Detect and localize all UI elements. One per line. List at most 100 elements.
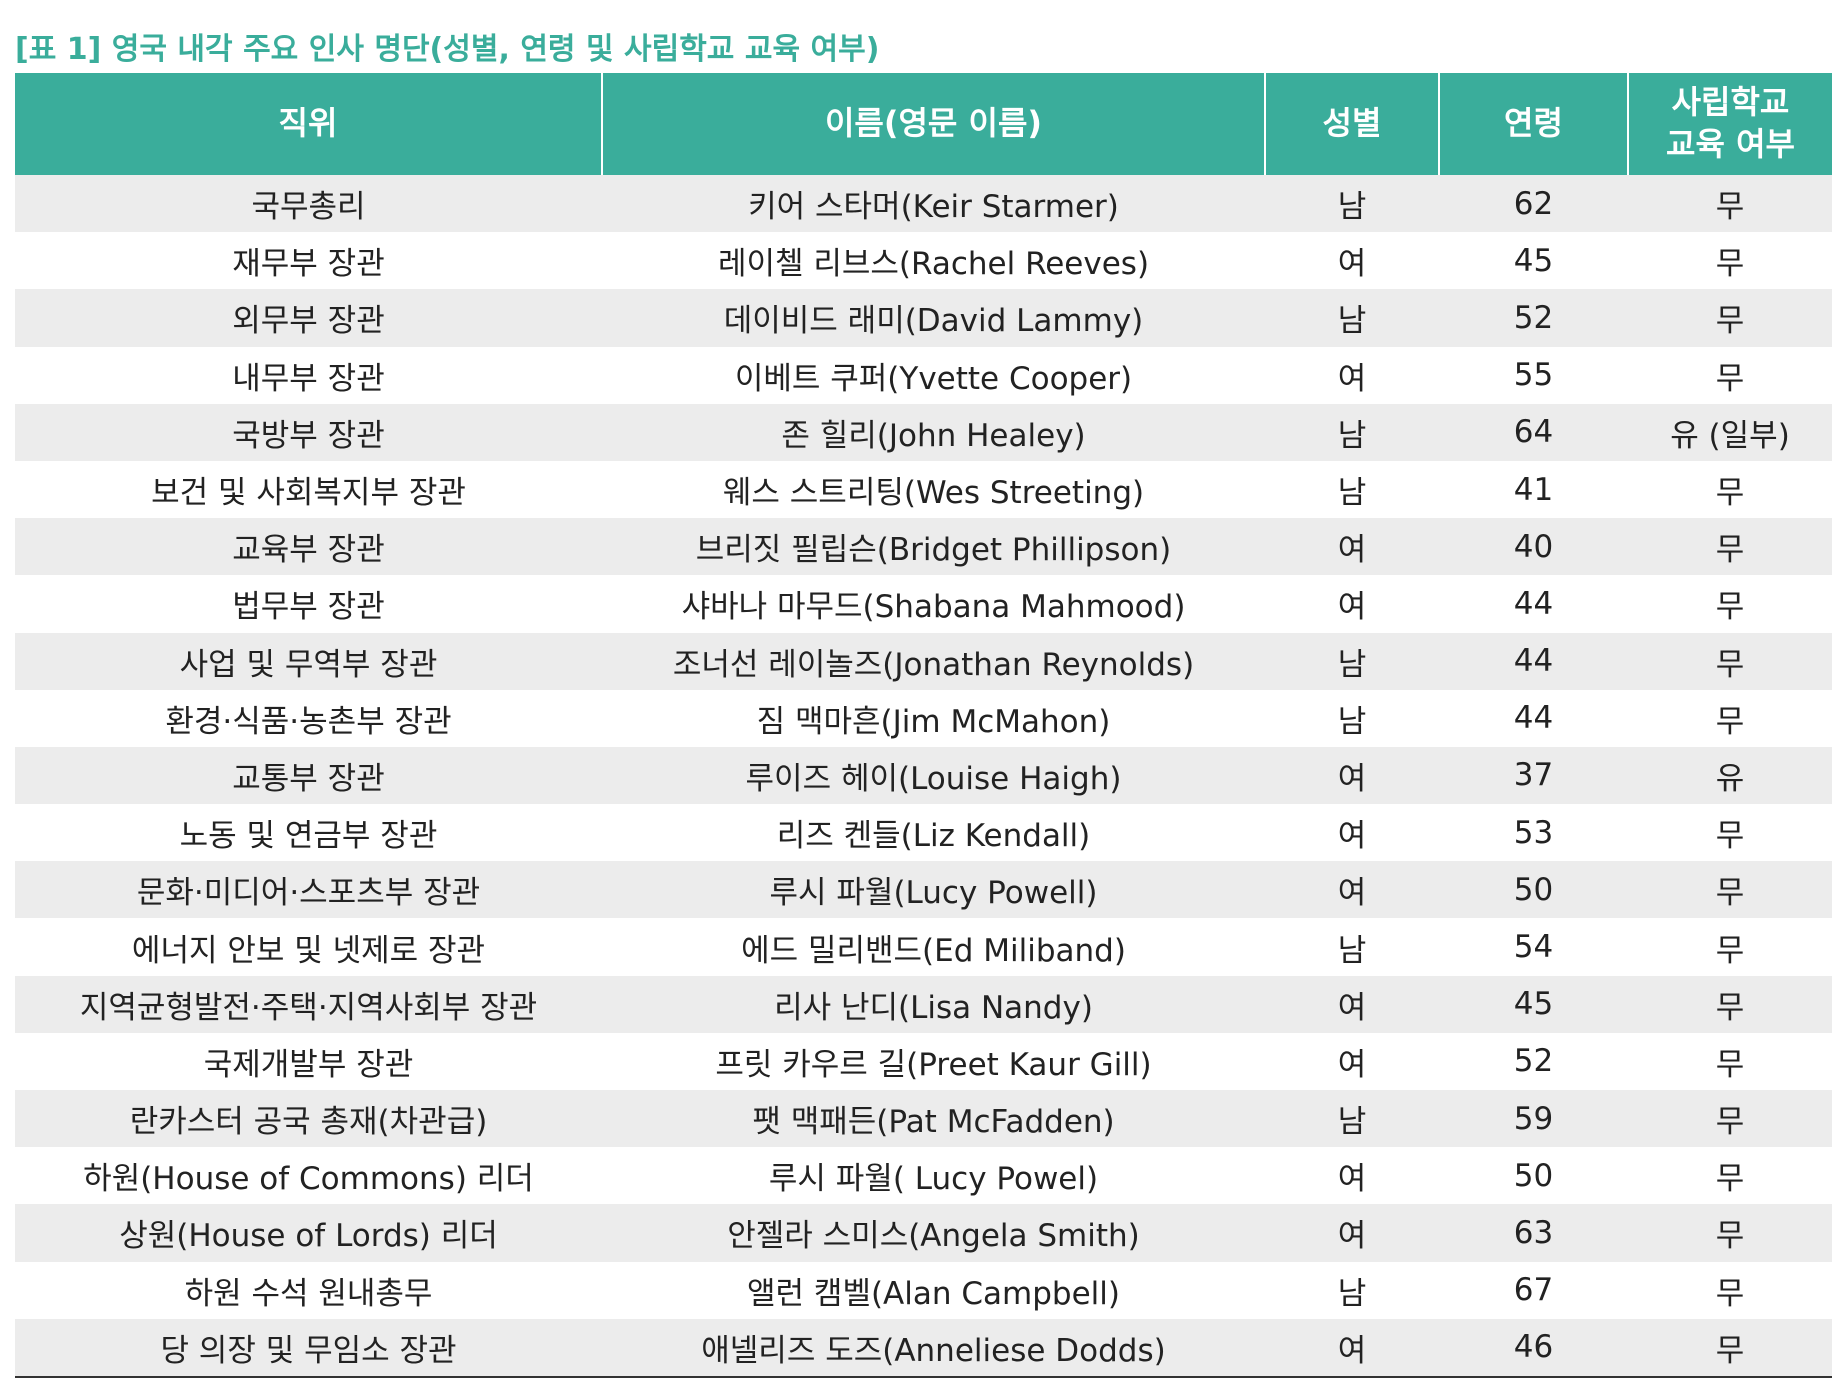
table-cell: 키어 스타머(Keir Starmer) (602, 175, 1265, 233)
table-row: 문화·미디어·스포츠부 장관 루시 파월(Lucy Powell) 여 50 무 (15, 861, 1832, 919)
table-cell: 무 (1715, 475, 1745, 512)
table-cell: 62 (1439, 175, 1628, 233)
table-cell: 앨런 캠벨(Alan Campbell) (747, 1275, 1120, 1312)
table-cell: 내무부 장관 (232, 360, 385, 397)
header-cell: 연령 (1438, 73, 1628, 175)
table-cell: 남 (1265, 632, 1439, 690)
table-cell: 남 (1265, 175, 1439, 233)
table-cell: 조너선 레이놀즈(Jonathan Reynolds) (602, 632, 1265, 690)
table-cell: 남 (1337, 1275, 1367, 1312)
table-cell: 45 (1513, 242, 1554, 279)
table-cell: 50 (1439, 861, 1628, 919)
table-cell: 루이즈 헤이(Louise Haigh) (602, 746, 1265, 805)
header-cell: 이름(영문 이름) (601, 73, 1265, 175)
table-row: 교통부 장관 루이즈 헤이(Louise Haigh) 여 37 유 (15, 746, 1832, 805)
table-title: [표 1] 영국 내각 주요 인사 명단(성별, 연령 및 사립학교 교육 여부… (15, 32, 880, 67)
table-cell: 무 (1628, 1318, 1832, 1378)
table-cell: 샤바나 마무드(Shabana Mahmood) (681, 589, 1186, 626)
table-cell: 무 (1715, 818, 1745, 855)
table-cell: 안젤라 스미스(Angela Smith) (602, 1204, 1265, 1262)
header-cell: 사립학교 교육 여부 (1627, 73, 1832, 175)
table-cell: 무 (1715, 246, 1745, 283)
table-cell: 법무부 장관 (232, 589, 385, 626)
table-cell: 애넬리즈 도즈(Anneliese Dodds) (602, 1318, 1265, 1378)
table-cell: 여 (1337, 246, 1367, 283)
table-cell: 여 (1337, 360, 1367, 397)
cabinet-table: 직위 이름(영문 이름) 성별 연령 사립학교 교육 여부 국무총리 키어 스타머(Kei… (15, 73, 1832, 1378)
table-cell: 37 (1439, 746, 1628, 805)
table-row: 란카스터 공국 총재(차관급) 팻 맥패든(Pat McFadden) 남 59 무 (15, 1090, 1832, 1148)
table-cell: 무 (1628, 518, 1832, 576)
table-cell: 문화·미디어·스포츠부 장관 (15, 861, 602, 919)
table-cell: 에너지 안보 및 넷제로 장관 (131, 932, 486, 969)
header-cell: 성별 (1264, 73, 1439, 175)
table-cell: 여 (1265, 1204, 1439, 1262)
table-row: 지역균형발전·주택·지역사회부 장관 리사 난디(Lisa Nandy) 여 45 무 (15, 975, 1832, 1033)
table-cell: 교통부 장관 (15, 746, 602, 805)
table-cell: 무 (1715, 1046, 1745, 1083)
table-cell: 리사 난디(Lisa Nandy) (602, 975, 1265, 1033)
table-cell: 이베트 쿠퍼(Yvette Cooper) (734, 360, 1133, 397)
table-cell: 환경·식품·농촌부 장관 (165, 703, 452, 740)
table-cell: 63 (1439, 1204, 1628, 1262)
table-cell: 44 (1513, 585, 1554, 622)
table-cell: 무 (1628, 289, 1832, 347)
table-cell: 짐 맥마흔(Jim McMahon) (756, 703, 1111, 740)
table-cell: 여 (1337, 589, 1367, 626)
table-row: 교육부 장관 브리짓 필립슨(Bridget Phillipson) 여 40 무 (15, 518, 1832, 576)
table-cell: 무 (1715, 360, 1745, 397)
table-row: 법무부 장관 샤바나 마무드(Shabana Mahmood) 여 44 무 (15, 575, 1832, 632)
table-cell: 웨스 스트리팅(Wes Streeting) (722, 475, 1145, 512)
table-cell: 44 (1439, 632, 1628, 690)
table-row: 보건 및 사회복지부 장관 웨스 스트리팅(Wes Streeting) 남 41 무 (15, 461, 1832, 518)
table-cell: 무 (1628, 861, 1832, 919)
table-cell: 40 (1439, 518, 1628, 576)
table-cell: 41 (1513, 471, 1554, 508)
table-cell: 남 (1265, 289, 1439, 347)
header-cell: 직위 (15, 73, 602, 175)
table-cell: 55 (1513, 357, 1554, 394)
table-cell: 여 (1265, 861, 1439, 919)
table-cell: 54 (1513, 929, 1554, 966)
table-cell: 국방부 장관 (15, 403, 602, 461)
table-cell: 무 (1715, 1161, 1745, 1198)
table-row: 노동 및 연금부 장관 리즈 켄들(Liz Kendall) 여 53 무 (15, 804, 1832, 861)
table-cell: 하원(House of Commons) 리더 (83, 1161, 534, 1198)
table-cell: 존 힐리(John Healey) (602, 403, 1265, 461)
table-cell: 루시 파월( Lucy Powel) (768, 1161, 1099, 1198)
table-cell: 44 (1513, 700, 1554, 737)
table-cell: 52 (1439, 289, 1628, 347)
table-cell: 무 (1715, 589, 1745, 626)
table-cell: 45 (1439, 975, 1628, 1033)
table-cell: 무 (1715, 1275, 1745, 1312)
table-cell: 남 (1265, 1090, 1439, 1148)
table-row: 하원 수석 원내총무 앨런 캠벨(Alan Campbell) 남 67 무 (15, 1262, 1832, 1319)
table-cell: 여 (1265, 975, 1439, 1033)
table-cell: 52 (1513, 1043, 1554, 1080)
table-cell: 레이첼 리브스(Rachel Reeves) (717, 246, 1150, 283)
table-cell: 유 (일부) (1628, 403, 1832, 461)
table-cell: 59 (1439, 1090, 1628, 1148)
table-cell: 무 (1628, 632, 1832, 690)
table-cell: 무 (1628, 1090, 1832, 1148)
table-cell: 64 (1439, 403, 1628, 461)
table-row: 하원(House of Commons) 리더 루시 파월( Lucy Powel… (15, 1147, 1832, 1204)
table-cell: 외무부 장관 (15, 289, 602, 347)
table-cell: 란카스터 공국 총재(차관급) (15, 1090, 602, 1148)
table-cell: 남 (1337, 932, 1367, 969)
table-cell: 하원 수석 원내총무 (184, 1275, 433, 1312)
table-row: 국무총리 키어 스타머(Keir Starmer) 남 62 무 (15, 175, 1832, 233)
table-cell: 67 (1513, 1272, 1554, 1309)
table-cell: 에드 밀리밴드(Ed Miliband) (741, 932, 1126, 969)
table-row: 에너지 안보 및 넷제로 장관 에드 밀리밴드(Ed Miliband) 남 54 무 (15, 918, 1832, 975)
table-cell: 여 (1265, 746, 1439, 805)
table-cell: 사업 및 무역부 장관 (15, 632, 602, 690)
table-cell: 브리짓 필립슨(Bridget Phillipson) (602, 518, 1265, 576)
table-cell: 재무부 장관 (232, 246, 385, 283)
table-row: 외무부 장관 데이비드 래미(David Lammy) 남 52 무 (15, 289, 1832, 347)
table-cell: 데이비드 래미(David Lammy) (602, 289, 1265, 347)
table-cell: 남 (1265, 403, 1439, 461)
table-cell: 팻 맥패든(Pat McFadden) (602, 1090, 1265, 1148)
table-cell: 교육부 장관 (15, 518, 602, 576)
